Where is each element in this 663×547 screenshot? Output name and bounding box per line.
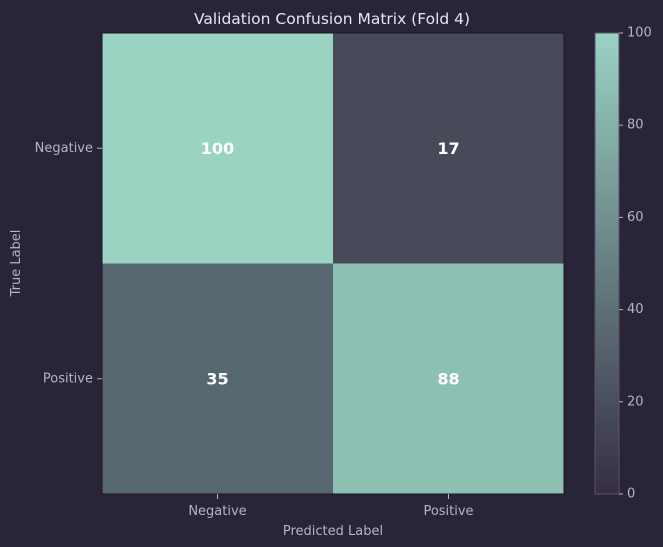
heatmap-cell-negative-negative — [102, 33, 333, 264]
x-tick-label: Negative — [188, 504, 246, 519]
x-axis-label: Predicted Label — [283, 524, 383, 539]
plot-frame — [101, 32, 565, 495]
colorbar — [594, 32, 620, 495]
colorbar-tick-label: 80 — [627, 118, 644, 133]
x-tick-label: Positive — [423, 504, 473, 519]
y-axis-ticks: Negative Positive — [35, 141, 102, 386]
chart-title: Validation Confusion Matrix (Fold 4) — [194, 10, 470, 28]
heatmap-cell-positive-negative — [102, 263, 333, 494]
heatmap-cell-labels: 100 17 35 88 — [201, 139, 460, 389]
y-tick-label: Negative — [35, 141, 93, 156]
cell-value-label: 35 — [206, 369, 228, 388]
colorbar-tick-label: 60 — [627, 210, 644, 225]
colorbar-ticks: 0 20 40 60 80 100 — [619, 26, 652, 502]
colorbar-tick-label: 100 — [627, 26, 652, 41]
y-axis-label: True Label — [9, 230, 24, 298]
colorbar-tick-label: 0 — [627, 487, 635, 502]
cell-value-label: 17 — [437, 139, 459, 158]
cell-value-label: 100 — [201, 139, 234, 158]
cell-value-label: 88 — [437, 369, 459, 388]
heatmap-cells — [101, 32, 565, 495]
heatmap-cell-negative-positive — [333, 33, 564, 264]
colorbar-tick-label: 20 — [627, 394, 644, 409]
x-axis-ticks: Negative Positive — [188, 494, 474, 519]
heatmap-cell-positive-positive — [333, 263, 564, 494]
y-tick-label: Positive — [43, 371, 93, 386]
colorbar-tick-label: 40 — [627, 302, 644, 317]
